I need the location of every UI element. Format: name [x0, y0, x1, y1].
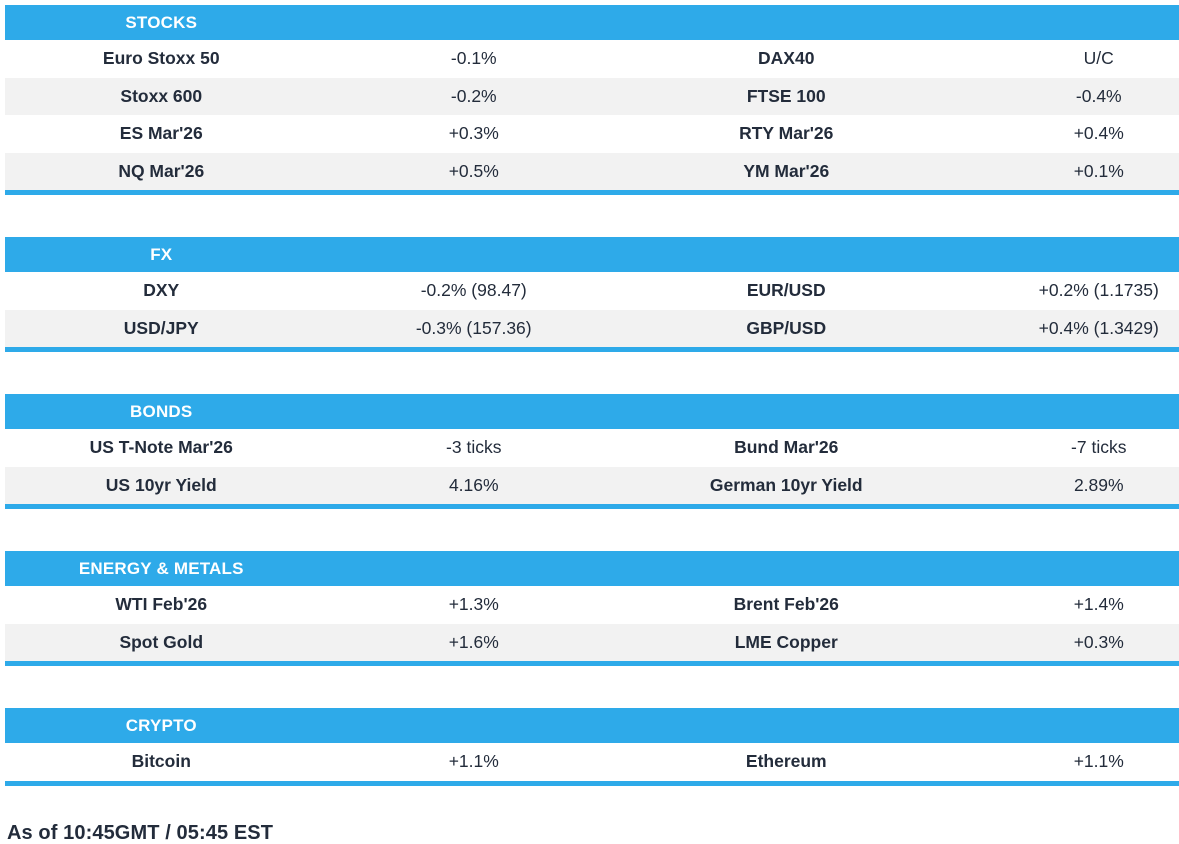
instrument-change: +1.1% — [448, 751, 499, 771]
instrument-change: +0.4% — [1073, 123, 1124, 143]
instrument-change: +0.3% — [1073, 631, 1124, 652]
instrument-change: +0.3% — [448, 123, 499, 143]
instrument-name: Bund Mar'26 — [734, 437, 839, 457]
instrument-name: US 10yr Yield — [105, 474, 217, 495]
instrument-change: 4.16% — [448, 474, 499, 495]
section-bottom-rule — [5, 190, 1179, 195]
instrument-name: Euro Stoxx 50 — [102, 48, 220, 68]
section-bottom-rule — [5, 780, 1179, 786]
instrument-name: YM Mar'26 — [743, 160, 830, 181]
section-header: FX — [5, 237, 1179, 272]
section-title: BONDS — [130, 401, 193, 421]
instrument-name: Stoxx 600 — [120, 85, 203, 106]
instrument-name: Bitcoin — [131, 751, 191, 771]
table-row: US T-Note Mar'26 -3 ticks Bund Mar'26 -7 ti… — [5, 429, 1179, 467]
instrument-change: +0.1% — [1073, 160, 1124, 181]
section-bottom-rule — [5, 347, 1179, 352]
instrument-change: -7 ticks — [1071, 437, 1127, 457]
instrument-name: ES Mar'26 — [119, 123, 203, 143]
section-title: ENERGY & METALS — [78, 558, 244, 578]
instrument-name: German 10yr Yield — [709, 474, 863, 495]
table-row: DXY -0.2% (98.47) EUR/USD +0.2% (1.1735) — [5, 272, 1179, 310]
table-row: ES Mar'26 +0.3% RTY Mar'26 +0.4% — [5, 115, 1179, 153]
instrument-name: GBP/USD — [746, 317, 827, 338]
instrument-name: Brent Feb'26 — [733, 594, 839, 614]
instrument-name: EUR/USD — [746, 280, 826, 300]
instrument-change: +1.1% — [1073, 751, 1124, 771]
instrument-change: -0.2% — [450, 85, 497, 106]
section-crypto: CRYPTO Bitcoin +1.1% Ethereum +1.1% — [5, 708, 1179, 786]
instrument-change: -3 ticks — [446, 437, 502, 457]
instrument-name: DAX40 — [758, 48, 815, 68]
instrument-change: +1.3% — [448, 594, 499, 614]
table-row: WTI Feb'26 +1.3% Brent Feb'26 +1.4% — [5, 586, 1179, 624]
instrument-change: -0.3% (157.36) — [415, 317, 532, 338]
instrument-change: U/C — [1083, 48, 1114, 68]
section-title: STOCKS — [125, 12, 198, 32]
section-bottom-rule — [5, 504, 1179, 509]
section-title: FX — [150, 244, 173, 264]
section-header: CRYPTO — [5, 708, 1179, 743]
instrument-change: 2.89% — [1073, 474, 1124, 495]
as-of-timestamp: As of 10:45GMT / 05:45 EST — [7, 821, 274, 844]
section-header: ENERGY & METALS — [5, 551, 1179, 586]
instrument-name: USD/JPY — [123, 317, 199, 338]
instrument-name: Ethereum — [745, 751, 827, 771]
instrument-change: -0.2% (98.47) — [420, 280, 527, 300]
instrument-name: RTY Mar'26 — [739, 123, 834, 143]
instrument-change: +0.4% (1.3429) — [1038, 317, 1159, 338]
instrument-change: +1.6% — [448, 631, 499, 652]
section-bonds: BONDS US T-Note Mar'26 -3 ticks Bund Mar'26… — [5, 394, 1179, 509]
table-row: US 10yr Yield 4.16% German 10yr Yield 2.89% — [5, 466, 1179, 504]
instrument-name: LME Copper — [734, 631, 838, 652]
section-bottom-rule — [5, 661, 1179, 666]
instrument-name: DXY — [143, 280, 180, 300]
instrument-name: NQ Mar'26 — [118, 160, 205, 181]
table-row: Stoxx 600 -0.2% FTSE 100 -0.4% — [5, 77, 1179, 115]
section-header: BONDS — [5, 394, 1179, 429]
instrument-name: US T-Note Mar'26 — [89, 437, 233, 457]
instrument-change: +0.2% (1.1735) — [1038, 280, 1159, 300]
market-board: STOCKS Euro Stoxx 50 -0.1% DAX40 U/C Stoxx 60… — [5, 5, 1179, 786]
instrument-change: +0.5% — [448, 160, 499, 181]
section-title: CRYPTO — [125, 715, 197, 735]
table-row: Bitcoin +1.1% Ethereum +1.1% — [5, 743, 1179, 781]
table-row: Spot Gold +1.6% LME Copper +0.3% — [5, 623, 1179, 661]
table-row: Euro Stoxx 50 -0.1% DAX40 U/C — [5, 40, 1179, 78]
instrument-change: +1.4% — [1073, 594, 1124, 614]
section-energy-metals: ENERGY & METALS WTI Feb'26 +1.3% Brent Feb'… — [5, 551, 1179, 666]
section-fx: FX DXY -0.2% (98.47) EUR/USD +0.2% (1.1735) U… — [5, 237, 1179, 352]
section-stocks: STOCKS Euro Stoxx 50 -0.1% DAX40 U/C Stoxx 60… — [5, 5, 1179, 195]
instrument-name: FTSE 100 — [746, 85, 826, 106]
instrument-name: WTI Feb'26 — [115, 594, 208, 614]
instrument-change: -0.4% — [1075, 85, 1122, 106]
instrument-name: Spot Gold — [119, 631, 204, 652]
instrument-change: -0.1% — [450, 48, 497, 68]
table-row: USD/JPY -0.3% (157.36) GBP/USD +0.4% (1.342… — [5, 309, 1179, 347]
table-row: NQ Mar'26 +0.5% YM Mar'26 +0.1% — [5, 152, 1179, 190]
section-header: STOCKS — [5, 5, 1179, 40]
